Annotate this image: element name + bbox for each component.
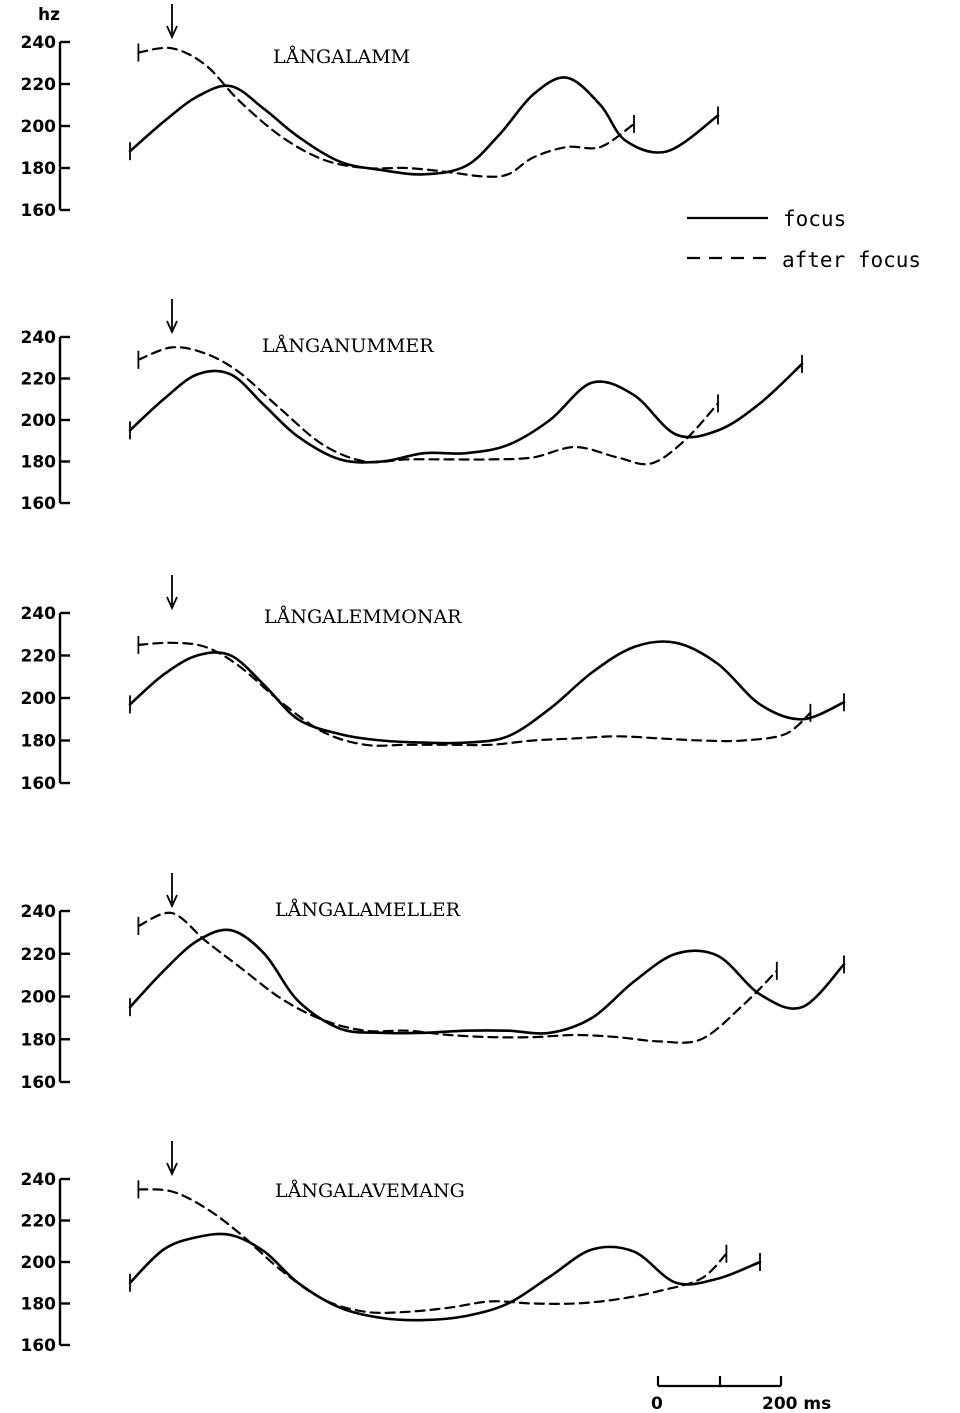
legend-label-focus: focus — [783, 207, 846, 231]
time-scale-label-start: 0 — [651, 1394, 663, 1413]
onset-arrow-head — [166, 25, 178, 40]
y-tick-label-180: 180 — [21, 453, 57, 473]
y-tick-label-240: 240 — [21, 33, 57, 53]
y-tick-label-200: 200 — [21, 117, 57, 137]
y-tick-label-220: 220 — [21, 1212, 57, 1232]
y-tick-label-240: 240 — [21, 1170, 57, 1190]
onset-arrow-head — [166, 894, 178, 909]
y-tick-label-200: 200 — [21, 411, 57, 431]
y-tick-label-160: 160 — [21, 494, 57, 514]
panel-4: 160 180 200 220 240 LÅNGALAMELLER — [21, 873, 846, 1093]
series-line-after-focus — [137, 346, 720, 466]
y-tick-label-160: 160 — [21, 201, 57, 221]
legend-label-after-focus: after focus — [782, 248, 921, 272]
y-tick-label-180: 180 — [21, 1030, 57, 1050]
panel-word-label: LÅNGALEMMONAR — [264, 606, 462, 628]
y-tick-label-180: 180 — [21, 732, 57, 752]
y-tick-label-200: 200 — [21, 988, 57, 1008]
series-line-after-focus — [137, 911, 778, 1044]
series-line-focus — [128, 928, 846, 1035]
y-axis-unit-label: hz — [38, 5, 60, 25]
panel-5: 160 180 200 220 240 LÅNGALAVEMANG — [21, 1141, 762, 1356]
series-line-focus — [128, 362, 804, 464]
panel-word-label: LÅNGANUMMER — [262, 335, 434, 357]
y-tick-label-160: 160 — [21, 1073, 57, 1093]
y-tick-label-240: 240 — [21, 902, 57, 922]
y-tick-label-240: 240 — [21, 328, 57, 348]
onset-arrow-head — [166, 1162, 178, 1177]
chart-panels: 160 180 200 220 240 LÅNGALAMM 160 180 200 220 240 L… — [21, 4, 846, 1356]
legend: focus after focus — [687, 207, 921, 272]
panel-word-label: LÅNGALAMM — [273, 46, 410, 68]
series-line-after-focus — [137, 641, 812, 747]
time-scale-bar: 0 200 ms — [651, 1376, 831, 1413]
panel-3: 160 180 200 220 240 LÅNGALEMMONAR — [21, 575, 846, 794]
series-line-focus — [128, 640, 846, 745]
y-tick-label-220: 220 — [21, 370, 57, 390]
y-tick-label-200: 200 — [21, 689, 57, 709]
time-scale-label-end: 200 ms — [762, 1394, 831, 1413]
series-line-after-focus — [137, 46, 636, 178]
series-line-focus — [128, 76, 720, 176]
y-tick-label-220: 220 — [21, 75, 57, 95]
y-tick-label-180: 180 — [21, 1295, 57, 1315]
y-tick-label-220: 220 — [21, 945, 57, 965]
y-tick-label-220: 220 — [21, 647, 57, 667]
onset-arrow-head — [166, 596, 178, 611]
panel-2: 160 180 200 220 240 LÅNGANUMMER — [21, 299, 804, 514]
panel-1: 160 180 200 220 240 LÅNGALAMM — [21, 4, 720, 221]
panel-word-label: LÅNGALAVEMANG — [275, 1180, 465, 1202]
series-line-focus — [128, 1232, 762, 1322]
y-tick-label-160: 160 — [21, 1336, 57, 1356]
panel-word-label: LÅNGALAMELLER — [275, 899, 461, 921]
y-tick-label-160: 160 — [21, 774, 57, 794]
y-tick-label-180: 180 — [21, 159, 57, 179]
y-tick-label-240: 240 — [21, 604, 57, 624]
series-line-after-focus — [137, 1188, 728, 1315]
y-tick-label-200: 200 — [21, 1253, 57, 1273]
onset-arrow-head — [166, 320, 178, 335]
